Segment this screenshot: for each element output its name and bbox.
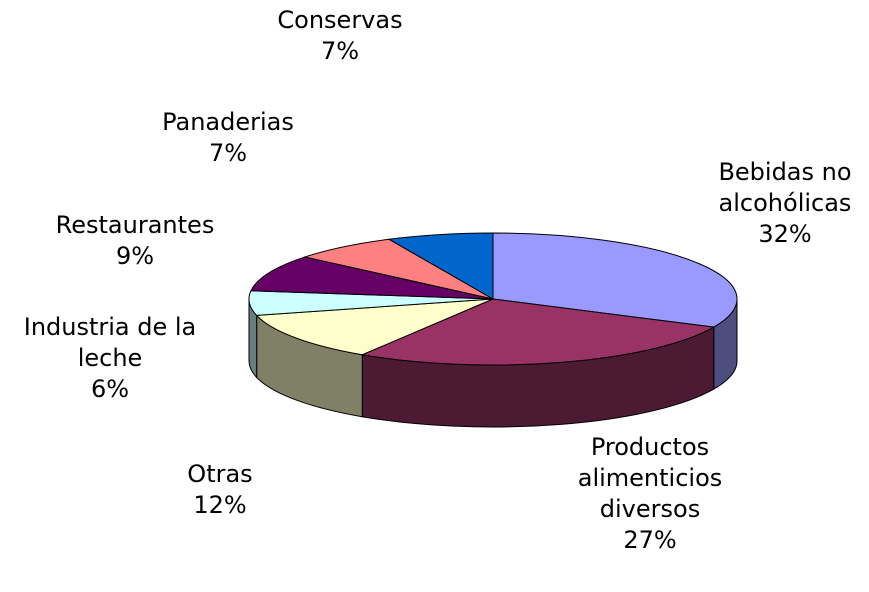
value-label: 7% xyxy=(321,37,359,65)
value-label: 6% xyxy=(91,375,129,403)
slice-label: Productos alimenticios diversos xyxy=(578,433,723,523)
slice-label: Restaurantes xyxy=(56,211,215,239)
value-label: 7% xyxy=(209,139,247,167)
pie-slice xyxy=(255,298,494,356)
slice-label: Conservas xyxy=(277,6,402,34)
pie-slice xyxy=(360,298,716,366)
slice-label: Otras xyxy=(187,460,252,488)
slice-label: Bebidas no alcohólicas xyxy=(718,158,851,217)
pie-slice xyxy=(303,238,494,300)
slice-label: Panaderias xyxy=(162,108,294,136)
pie-slice xyxy=(250,256,494,300)
pie-slice xyxy=(387,232,494,300)
value-label: 9% xyxy=(116,242,154,270)
slice-label: Industria de la leche xyxy=(24,313,197,372)
pie-slice xyxy=(492,232,738,328)
value-label: 27% xyxy=(623,526,676,554)
value-label: 12% xyxy=(193,491,246,519)
value-label: 32% xyxy=(758,220,811,248)
